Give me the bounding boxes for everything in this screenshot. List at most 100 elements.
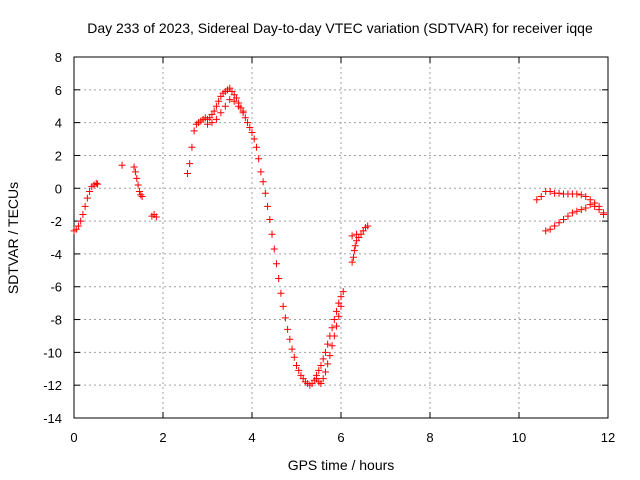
data-point: [135, 188, 143, 196]
data-point: [326, 352, 334, 360]
data-point: [244, 119, 252, 127]
data-point: [542, 227, 550, 235]
data-point: [77, 217, 85, 225]
data-point: [555, 189, 563, 197]
data-point: [133, 174, 141, 182]
data-point: [591, 202, 599, 210]
data-point: [284, 325, 292, 333]
data-point: [293, 361, 300, 369]
data-point: [348, 258, 356, 266]
data-point: [188, 143, 196, 151]
data-point: [230, 97, 238, 105]
data-point: [577, 191, 585, 199]
data-point: [248, 128, 256, 136]
data-point: [328, 324, 336, 332]
data-point: [81, 202, 89, 210]
data-point: [137, 191, 145, 199]
data-point: [259, 178, 267, 186]
data-point: [348, 232, 356, 240]
data-point: [333, 307, 341, 315]
data-point: [272, 260, 280, 268]
data-point: [268, 230, 276, 238]
data-point: [546, 225, 554, 233]
data-point: [183, 170, 191, 178]
y-tick-label: -8: [50, 313, 62, 328]
x-tick-label: 10: [512, 430, 526, 445]
data-point: [551, 222, 559, 230]
data-point: [595, 206, 603, 214]
data-point: [568, 209, 576, 217]
data-point: [353, 230, 361, 238]
data-point: [319, 375, 327, 383]
chart-title: Day 233 of 2023, Sidereal Day-to-day VTE…: [87, 20, 593, 36]
data-point: [319, 355, 327, 363]
data-point: [152, 213, 160, 221]
data-point: [328, 342, 336, 350]
data-point: [94, 180, 102, 188]
data-point: [212, 115, 220, 123]
data-point: [339, 288, 347, 296]
x-tick-label: 12: [601, 430, 615, 445]
data-point: [83, 194, 91, 202]
data-point: [537, 192, 545, 200]
data-point: [138, 192, 146, 200]
data-points: [70, 84, 608, 389]
data-point: [295, 366, 303, 374]
data-point: [239, 107, 247, 115]
data-point: [582, 204, 590, 212]
x-axis-label: GPS time / hours: [288, 457, 395, 473]
data-point: [577, 206, 585, 214]
data-point: [279, 302, 287, 310]
data-point: [266, 215, 274, 223]
data-point: [204, 120, 211, 128]
data-point: [210, 107, 218, 115]
data-point: [215, 97, 223, 105]
data-point: [286, 335, 294, 343]
data-point: [533, 196, 541, 204]
data-point: [555, 219, 563, 227]
y-tick-label: -4: [50, 247, 62, 262]
data-point: [281, 314, 289, 322]
data-point: [86, 188, 94, 196]
data-point: [275, 275, 283, 283]
data-point: [118, 161, 126, 169]
data-point: [321, 348, 329, 356]
y-tick-label: 6: [55, 83, 62, 98]
y-tick-label: 8: [55, 50, 62, 65]
data-point: [246, 124, 254, 132]
y-tick-label: 0: [55, 181, 62, 196]
data-point: [264, 202, 272, 210]
data-point: [573, 207, 581, 215]
data-point: [324, 340, 332, 348]
x-tick-label: 4: [248, 430, 255, 445]
data-point: [257, 168, 265, 176]
data-point: [252, 143, 260, 151]
data-point: [333, 322, 341, 330]
data-point: [221, 102, 229, 110]
y-tick-label: -6: [50, 280, 62, 295]
data-point: [131, 168, 139, 176]
data-point: [186, 160, 194, 168]
data-point: [324, 360, 332, 368]
x-tick-label: 0: [70, 430, 77, 445]
y-tick-label: -12: [43, 378, 62, 393]
data-point: [241, 114, 249, 122]
x-tick-label: 2: [159, 430, 166, 445]
y-tick-label: -10: [43, 345, 62, 360]
data-point: [349, 253, 357, 261]
data-point: [600, 211, 608, 219]
x-tick-label: 6: [337, 430, 344, 445]
data-point: [337, 293, 345, 301]
data-point: [335, 312, 343, 320]
data-point: [290, 353, 298, 361]
data-point: [134, 181, 142, 189]
x-tick-labels: 0 2 4 6 8 10 12: [70, 430, 615, 445]
data-point: [317, 380, 325, 388]
y-tick-label: -2: [50, 214, 62, 229]
data-point: [208, 119, 216, 127]
data-point: [261, 189, 269, 197]
data-point: [92, 179, 100, 187]
data-point: [235, 102, 243, 110]
y-tick-labels: -14 -12 -10 -8 -6 -4 -2 0 2 4 6 8: [43, 50, 62, 426]
